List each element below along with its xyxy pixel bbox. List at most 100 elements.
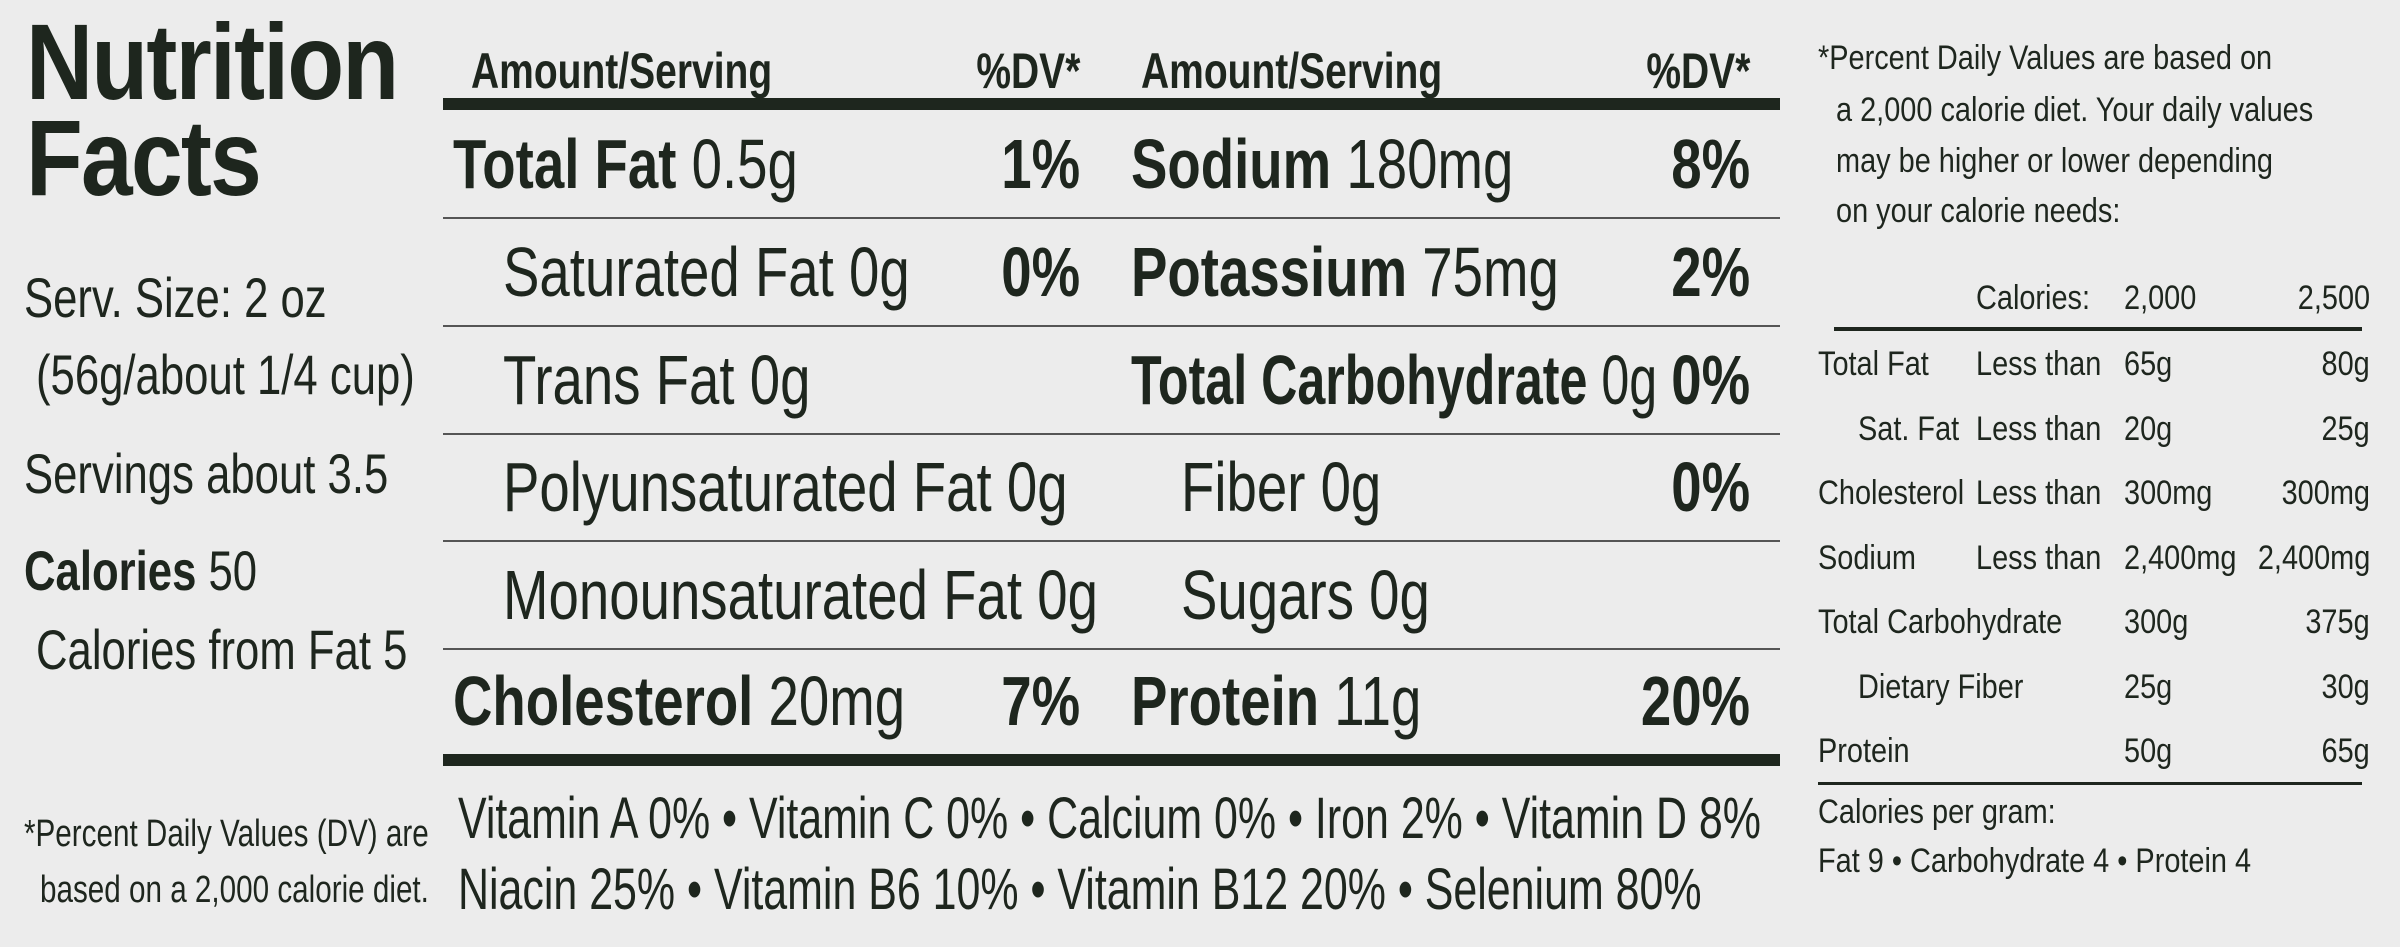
dv-2000-value: 2,400mg xyxy=(2124,538,2237,577)
daily-values-panel: *Percent Daily Values are based on a 2,0… xyxy=(1818,30,2370,930)
nutrition-facts-title: Nutrition Facts xyxy=(26,1,458,218)
vitamins-line-2: Niacin 25% • Vitamin B6 10% • Vitamin B1… xyxy=(458,857,1702,922)
nutrient-dv: 1% xyxy=(1001,125,1080,203)
left-footnote-1: *Percent Daily Values (DV) are xyxy=(24,813,429,855)
nutrient-amount: 0g xyxy=(1037,556,1098,634)
dv-calories-2000: 2,000 xyxy=(2124,279,2197,317)
row-divider xyxy=(443,217,1780,219)
nutrient-name: Protein xyxy=(1131,662,1320,740)
calories-per-gram-values: Fat 9 • Carbohydrate 4 • Protein 4 xyxy=(1818,842,2252,880)
row-divider xyxy=(443,648,1780,650)
servings-per-container: Servings about 3.5 xyxy=(24,442,389,505)
nutrient-left: Trans Fat 0g xyxy=(503,326,811,434)
dv-2000-value: 300mg xyxy=(2124,474,2213,512)
nutrient-right: Potassium 75mg xyxy=(1131,218,1559,326)
dv-qualifier: Less than xyxy=(1976,345,2102,383)
dv-2500-value: 65g xyxy=(2321,732,2370,770)
nutrient-right: Total Carbohydrate 0g xyxy=(1131,326,1657,434)
row-divider xyxy=(443,433,1780,435)
nutrient-amount: 0g xyxy=(849,233,910,311)
nutrient-name: Sodium xyxy=(1131,125,1332,203)
dv-nutrient: Dietary Fiber xyxy=(1858,667,2024,706)
dv-calories-2500: 2,500 xyxy=(2297,279,2370,317)
nutrient-amount: 20mg xyxy=(768,662,906,740)
calories-label: Calories xyxy=(24,539,197,602)
nutrient-name: Potassium xyxy=(1131,233,1408,311)
serving-size: Serv. Size: 2 oz xyxy=(24,266,327,329)
nutrient-right: Protein 11g xyxy=(1131,647,1421,755)
dv-2500-value: 375g xyxy=(2305,603,2370,641)
dv-qualifier: Less than xyxy=(1976,409,2102,448)
title-line-2: Facts xyxy=(26,97,262,218)
nutrient-amount: 11g xyxy=(1334,662,1422,740)
nutrient-name: Total Carbohydrate xyxy=(1131,341,1588,419)
nutrient-left: Saturated Fat 0g xyxy=(503,218,910,326)
dv-nutrient: Cholesterol xyxy=(1818,474,1965,512)
nutrient-dv: 20% xyxy=(1640,662,1750,740)
divider-thick xyxy=(443,98,1780,110)
nutrient-name: Polyunsaturated Fat xyxy=(503,448,992,526)
nutrient-row: Cholesterol 20mg 7% Protein 11g 20% xyxy=(443,647,1780,755)
amount-header-right: Amount/Serving xyxy=(1141,43,1443,99)
nutrient-row: Polyunsaturated Fat 0g Fiber 0g 0% xyxy=(443,433,1780,542)
dv-header-right: %DV* xyxy=(1645,43,1750,99)
dv-nutrient: Sodium xyxy=(1818,538,1916,577)
nutrient-right: Fiber 0g xyxy=(1181,433,1381,541)
nutrient-name: Sugars xyxy=(1181,556,1355,634)
nutrient-dv: 7% xyxy=(1001,662,1080,740)
dv-nutrient: Sat. Fat xyxy=(1858,409,1960,448)
dv-calories-label: Calories: xyxy=(1976,279,2091,317)
title-line-1: Nutrition xyxy=(26,1,399,122)
divider-thick xyxy=(443,754,1780,766)
calories-value: 50 xyxy=(208,539,258,602)
divider xyxy=(1834,327,2362,331)
dv-2500-value: 25g xyxy=(2321,409,2370,448)
nutrient-row: Monounsaturated Fat 0g Sugars 0g xyxy=(443,541,1780,650)
dv-2000-value: 65g xyxy=(2124,345,2173,383)
nutrient-left: Total Fat 0.5g xyxy=(453,110,798,218)
calories-from-fat: Calories from Fat 5 xyxy=(36,618,408,681)
nutrient-amount: 75mg xyxy=(1422,233,1559,311)
dv-note-3: may be higher or lower depending xyxy=(1836,142,2273,180)
nutrient-dv: 2% xyxy=(1671,233,1750,311)
calories: Calories 50 xyxy=(24,541,257,601)
dv-2500-value: 80g xyxy=(2321,345,2370,383)
nutrient-dv: 8% xyxy=(1671,125,1750,203)
nutrient-left: Monounsaturated Fat 0g xyxy=(503,541,1098,649)
nutrient-table: Amount/Serving %DV* Amount/Serving %DV* … xyxy=(443,40,1780,940)
dv-qualifier: Less than xyxy=(1976,538,2102,577)
dv-2500-value: 30g xyxy=(2321,667,2370,706)
row-divider xyxy=(443,325,1780,327)
nutrient-amount: 0g xyxy=(1320,448,1382,526)
nutrient-amount: 180mg xyxy=(1346,125,1514,203)
nutrient-right: Sugars 0g xyxy=(1181,541,1430,649)
dv-2000-value: 20g xyxy=(2124,409,2173,448)
nutrient-amount: 0g xyxy=(1601,341,1658,419)
dv-2500-value: 300mg xyxy=(2281,474,2370,512)
nutrient-name: Trans Fat xyxy=(503,341,735,419)
left-footnote-2: based on a 2,000 calorie diet. xyxy=(40,869,429,911)
nutrient-left: Cholesterol 20mg xyxy=(453,647,905,755)
dv-2000-value: 300g xyxy=(2124,603,2189,641)
nutrient-amount: 0g xyxy=(749,341,811,419)
dv-nutrient: Protein xyxy=(1818,732,1910,770)
nutrient-row: Total Fat 0.5g 1% Sodium 180mg 8% xyxy=(443,110,1780,219)
dv-header-left: %DV* xyxy=(975,43,1080,99)
vitamins-line-1: Vitamin A 0% • Vitamin C 0% • Calcium 0%… xyxy=(458,786,1761,851)
nutrient-dv: 0% xyxy=(1001,233,1080,311)
nutrient-dv: 0% xyxy=(1671,448,1750,526)
nutrient-row: Saturated Fat 0g 0% Potassium 75mg 2% xyxy=(443,218,1780,327)
dv-2500-value: 2,400mg xyxy=(2257,538,2370,577)
nutrient-name: Fiber xyxy=(1181,448,1306,526)
nutrient-name: Cholesterol xyxy=(453,662,754,740)
divider xyxy=(1818,782,2362,785)
nutrient-row: Trans Fat 0g Total Carbohydrate 0g 0% xyxy=(443,326,1780,435)
nutrient-right: Sodium 180mg xyxy=(1131,110,1513,218)
calories-per-gram-label: Calories per gram: xyxy=(1818,793,2056,831)
nutrient-amount: 0g xyxy=(1006,448,1068,526)
dv-note-1: *Percent Daily Values are based on xyxy=(1818,39,2273,77)
dv-2000-value: 50g xyxy=(2124,732,2173,770)
nutrient-dv: 0% xyxy=(1671,341,1750,419)
nutrient-amount: 0.5g xyxy=(691,125,798,203)
nutrient-name: Total Fat xyxy=(453,125,677,203)
